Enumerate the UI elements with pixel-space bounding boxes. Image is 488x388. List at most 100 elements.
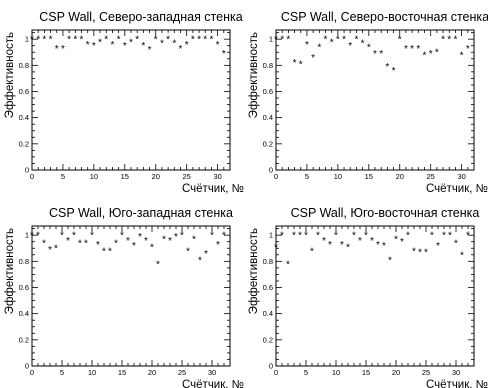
y-tick-label: 0.6 <box>19 87 29 96</box>
x-tick-label: 30 <box>213 172 221 181</box>
chart-title: CSP Wall, Северо-западная стенка <box>39 10 242 24</box>
chart-panel-southeast: CSP Wall, Юго-восточная стенка 0 5 10 15 20 25… <box>244 196 488 388</box>
y-axis-label: Эффективность <box>248 228 260 314</box>
y-tick-label: 0.8 <box>263 61 273 70</box>
y-tick-label: 0 <box>269 362 273 371</box>
data-point: * <box>385 62 389 73</box>
x-tick-label: 0 <box>274 172 278 181</box>
data-point: * <box>150 242 154 253</box>
y-axis-label: Эффективность <box>4 228 16 314</box>
x-tick-label: 5 <box>61 172 65 181</box>
data-point: * <box>120 231 124 242</box>
x-tick-label: 15 <box>362 368 370 377</box>
y-tick-label: 1 <box>25 35 29 44</box>
y-tick-label: 0.4 <box>263 309 273 318</box>
x-axis-label: Счётчик, № <box>426 183 488 195</box>
data-point: * <box>316 231 320 242</box>
data-point: * <box>144 236 148 247</box>
data-point: * <box>392 66 396 77</box>
x-tick-label: 10 <box>88 368 96 377</box>
data-point: * <box>186 246 190 257</box>
x-tick-label: 5 <box>305 172 309 181</box>
data-point: * <box>379 49 383 60</box>
y-tick-label: 0.6 <box>263 283 273 292</box>
data-point: * <box>96 240 100 251</box>
data-point: * <box>430 231 434 242</box>
data-point: * <box>442 231 446 242</box>
x-axis-label: Счётчик, № <box>426 379 488 388</box>
data-point: * <box>102 246 106 257</box>
y-tick-label: 0 <box>25 362 29 371</box>
data-point: * <box>49 35 53 46</box>
data-point: * <box>174 232 178 243</box>
data-point: * <box>404 44 408 55</box>
y-tick-label: 0.4 <box>19 113 29 122</box>
data-point: * <box>123 41 127 52</box>
data-point: * <box>447 35 451 46</box>
data-point: * <box>86 40 90 51</box>
data-point: * <box>466 44 470 55</box>
data-point: * <box>286 259 290 270</box>
data-point: * <box>114 239 118 250</box>
data-point: * <box>305 40 309 51</box>
x-tick-label: 5 <box>304 368 308 377</box>
data-point: * <box>346 242 350 253</box>
data-point: * <box>460 50 464 61</box>
data-point: * <box>274 35 278 46</box>
data-point: * <box>90 231 94 242</box>
data-point: * <box>172 39 176 50</box>
data-point: * <box>42 239 46 250</box>
x-tick-label: 25 <box>427 172 435 181</box>
data-point: * <box>162 235 166 246</box>
data-point: * <box>348 41 352 52</box>
x-tick-label: 30 <box>452 368 460 377</box>
data-point: * <box>30 231 34 242</box>
y-tick-label: 0 <box>25 166 29 175</box>
data-point: * <box>453 35 457 46</box>
data-point: * <box>148 45 152 56</box>
data-point: * <box>410 44 414 55</box>
data-point: * <box>60 231 64 242</box>
y-tick-label: 0.8 <box>19 257 29 266</box>
data-point: * <box>336 35 340 46</box>
data-point: * <box>364 231 368 242</box>
x-tick-label: 25 <box>183 172 191 181</box>
x-tick-label: 15 <box>118 368 126 377</box>
y-tick-label: 0.2 <box>19 139 29 148</box>
y-tick-label: 1 <box>269 231 273 240</box>
data-point: * <box>222 231 226 242</box>
data-point: * <box>197 35 201 46</box>
data-point: * <box>92 41 96 52</box>
chart-panel-northwest: CSP Wall, Северо-западная стенка 0 5 10 15 20… <box>0 0 244 195</box>
data-point: * <box>48 245 52 256</box>
data-point: * <box>216 240 220 251</box>
y-tick-label: 0.2 <box>19 335 29 344</box>
data-point: * <box>382 241 386 252</box>
data-point: * <box>166 35 170 46</box>
x-tick-label: 0 <box>30 172 34 181</box>
data-point: * <box>160 39 164 50</box>
data-point: * <box>367 43 371 54</box>
data-point: * <box>466 231 470 242</box>
data-point: * <box>328 240 332 251</box>
data-point: * <box>210 231 214 242</box>
plot-frame <box>31 225 231 367</box>
data-point: * <box>424 248 428 259</box>
data-point: * <box>310 246 314 257</box>
data-point: * <box>311 53 315 64</box>
data-point: * <box>55 44 59 55</box>
chart-panel-southwest: CSP Wall, Юго-западная стенка 0 5 10 15 20 25 3… <box>0 196 244 388</box>
data-point: * <box>330 37 334 48</box>
data-point: * <box>78 239 82 250</box>
data-point: * <box>460 250 464 261</box>
data-point: * <box>66 236 70 247</box>
data-point: * <box>179 44 183 55</box>
data-point: * <box>406 231 410 242</box>
data-point: * <box>180 231 184 242</box>
data-point: * <box>110 40 114 51</box>
data-point: * <box>198 256 202 267</box>
y-tick-label: 0 <box>269 166 273 175</box>
